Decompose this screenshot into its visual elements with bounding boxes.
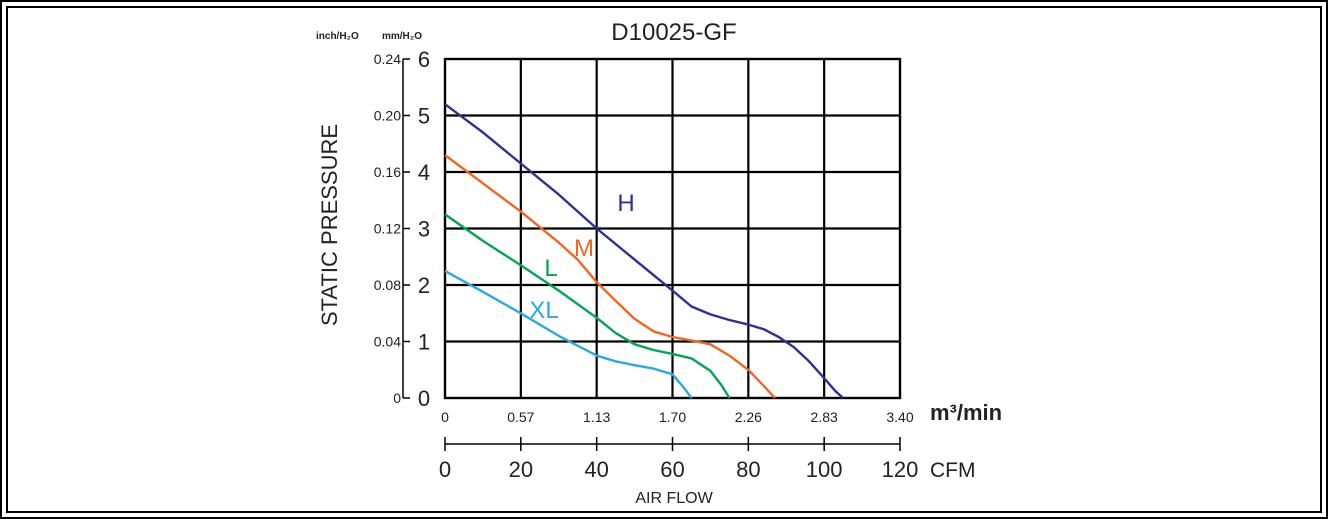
y-unit-inch-label: inch/H₂O [316, 31, 359, 42]
curve-m [444, 154, 776, 399]
curve-h [444, 103, 844, 399]
x-tick-label-m3: 0.57 [507, 409, 534, 425]
curve-l [444, 213, 731, 399]
y-axis-title: STATIC PRESSURE [317, 124, 342, 326]
y-tick-label-mm: 1 [418, 330, 430, 355]
x-tick-label-cfm: 100 [806, 457, 843, 482]
x-tick-label-cfm: 120 [882, 457, 919, 482]
y-tick-label-mm: 5 [418, 104, 430, 129]
x-tick-label-cfm: 20 [509, 457, 533, 482]
x-tick-label-m3: 2.83 [811, 409, 838, 425]
y-tick-label-inch: 0.04 [374, 334, 401, 350]
y-tick-label-mm: 2 [418, 273, 430, 298]
x-tick-label-m3: 1.70 [659, 409, 686, 425]
y-tick-label-inch: 0 [393, 390, 401, 406]
x-axis-title: AIR FLOW [635, 490, 713, 507]
x-tick-label-m3: 2.26 [735, 409, 762, 425]
x-tick-label-cfm: 60 [660, 457, 684, 482]
curve-xl [444, 269, 693, 399]
x-unit-cfm-label: CFM [930, 459, 976, 482]
y-tick-label-mm: 0 [418, 386, 430, 411]
series-label-xl: XL [529, 297, 558, 324]
y-tick-label-inch: 0.24 [374, 51, 401, 67]
x-tick-label-cfm: 40 [584, 457, 608, 482]
y-tick-label-mm: 6 [418, 47, 430, 72]
curves-layer: HML XL [444, 103, 844, 399]
x-tick-label-cfm: 0 [439, 457, 451, 482]
y-tick-label-inch: 0.20 [374, 108, 401, 124]
y-tick-label-mm: 4 [418, 160, 430, 185]
y-tick-label-inch: 0.12 [374, 221, 401, 237]
y-unit-mm-label: mm/H₂O [382, 31, 422, 42]
y-tick-label-mm: 3 [418, 217, 430, 242]
y-tick-label-inch: 0.08 [374, 277, 401, 293]
x-tick-label-cfm: 80 [736, 457, 760, 482]
plot-grid [443, 57, 902, 400]
x-tick-label-m3: 0 [441, 409, 449, 425]
x-tick-label-m3: 3.40 [886, 409, 913, 425]
series-label-h: H [617, 190, 634, 217]
y-tick-label-inch: 0.16 [374, 164, 401, 180]
x-unit-m3-label: m³/min [930, 400, 1002, 425]
series-label-m: M [574, 235, 594, 262]
chart-title: D10025-GF [611, 19, 736, 46]
series-label-l: L [544, 255, 557, 282]
x-tick-label-m3: 1.13 [583, 409, 610, 425]
